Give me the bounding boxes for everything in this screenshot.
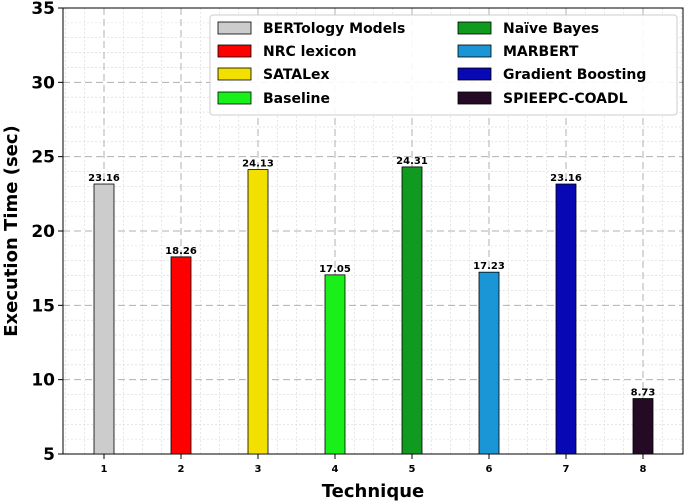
legend-swatch [457, 67, 492, 81]
bar [555, 183, 577, 455]
x-tick-label: 7 [563, 464, 570, 475]
legend-frame [209, 14, 678, 116]
data-labels: 23.16 18.26 24.13 17.05 24.31 17.23 23.16 8.73 [88, 156, 655, 399]
x-tick-label: 5 [409, 464, 416, 475]
y-tick-label: 20 [31, 222, 55, 242]
y-tick-label: 5 [43, 445, 55, 465]
bar [324, 274, 346, 455]
bar [401, 166, 423, 455]
y-tick-label: 30 [31, 73, 55, 93]
x-tick-label: 8 [640, 464, 647, 475]
data-label: 18.26 [165, 246, 197, 257]
legend-label: SPIEEPC-COADL [503, 91, 628, 107]
bars [93, 166, 654, 455]
y-tick-label: 35 [31, 0, 55, 19]
bar [247, 169, 269, 455]
data-label: 23.16 [88, 173, 120, 184]
legend-label: NRC lexicon [263, 44, 357, 60]
legend-swatch [457, 21, 492, 35]
y-tick-label: 10 [31, 371, 55, 391]
legend-label: SATALex [263, 67, 330, 83]
x-axis-title: Technique [322, 481, 424, 502]
legend-label: Baseline [263, 91, 330, 107]
x-axis: 1 2 3 4 5 6 7 8 [101, 454, 647, 475]
legend-label: Gradient Boosting [503, 67, 646, 83]
legend: BERTology Models NRC lexicon SATALex Baseli… [209, 14, 678, 116]
x-tick-label: 2 [178, 464, 185, 475]
legend-swatch [217, 21, 252, 35]
legend-label: Naïve Bayes [503, 21, 599, 37]
legend-swatch [217, 44, 252, 58]
y-tick-label: 15 [31, 296, 55, 316]
y-tick-label: 25 [31, 148, 55, 168]
x-tick-label: 1 [101, 464, 108, 475]
data-label: 24.13 [242, 159, 274, 170]
bar [632, 398, 654, 455]
legend-swatch [217, 91, 252, 105]
legend-swatch [217, 67, 252, 81]
bar [478, 271, 500, 455]
x-tick-label: 3 [255, 464, 262, 475]
legend-label: MARBERT [503, 44, 579, 60]
legend-swatch [457, 91, 492, 105]
data-label: 17.23 [473, 261, 505, 272]
data-label: 8.73 [631, 388, 656, 399]
data-label: 23.16 [550, 173, 582, 184]
legend-swatch [457, 44, 492, 58]
bar [170, 256, 192, 455]
x-tick-label: 4 [332, 464, 339, 475]
x-tick-label: 6 [486, 464, 493, 475]
data-label: 17.05 [319, 264, 351, 275]
data-label: 24.31 [396, 156, 428, 167]
y-axis-title: Execution Time (sec) [1, 125, 22, 337]
legend-label: BERTology Models [263, 21, 405, 37]
y-axis: 5 10 15 20 25 30 35 [31, 0, 63, 465]
bar [93, 183, 115, 455]
